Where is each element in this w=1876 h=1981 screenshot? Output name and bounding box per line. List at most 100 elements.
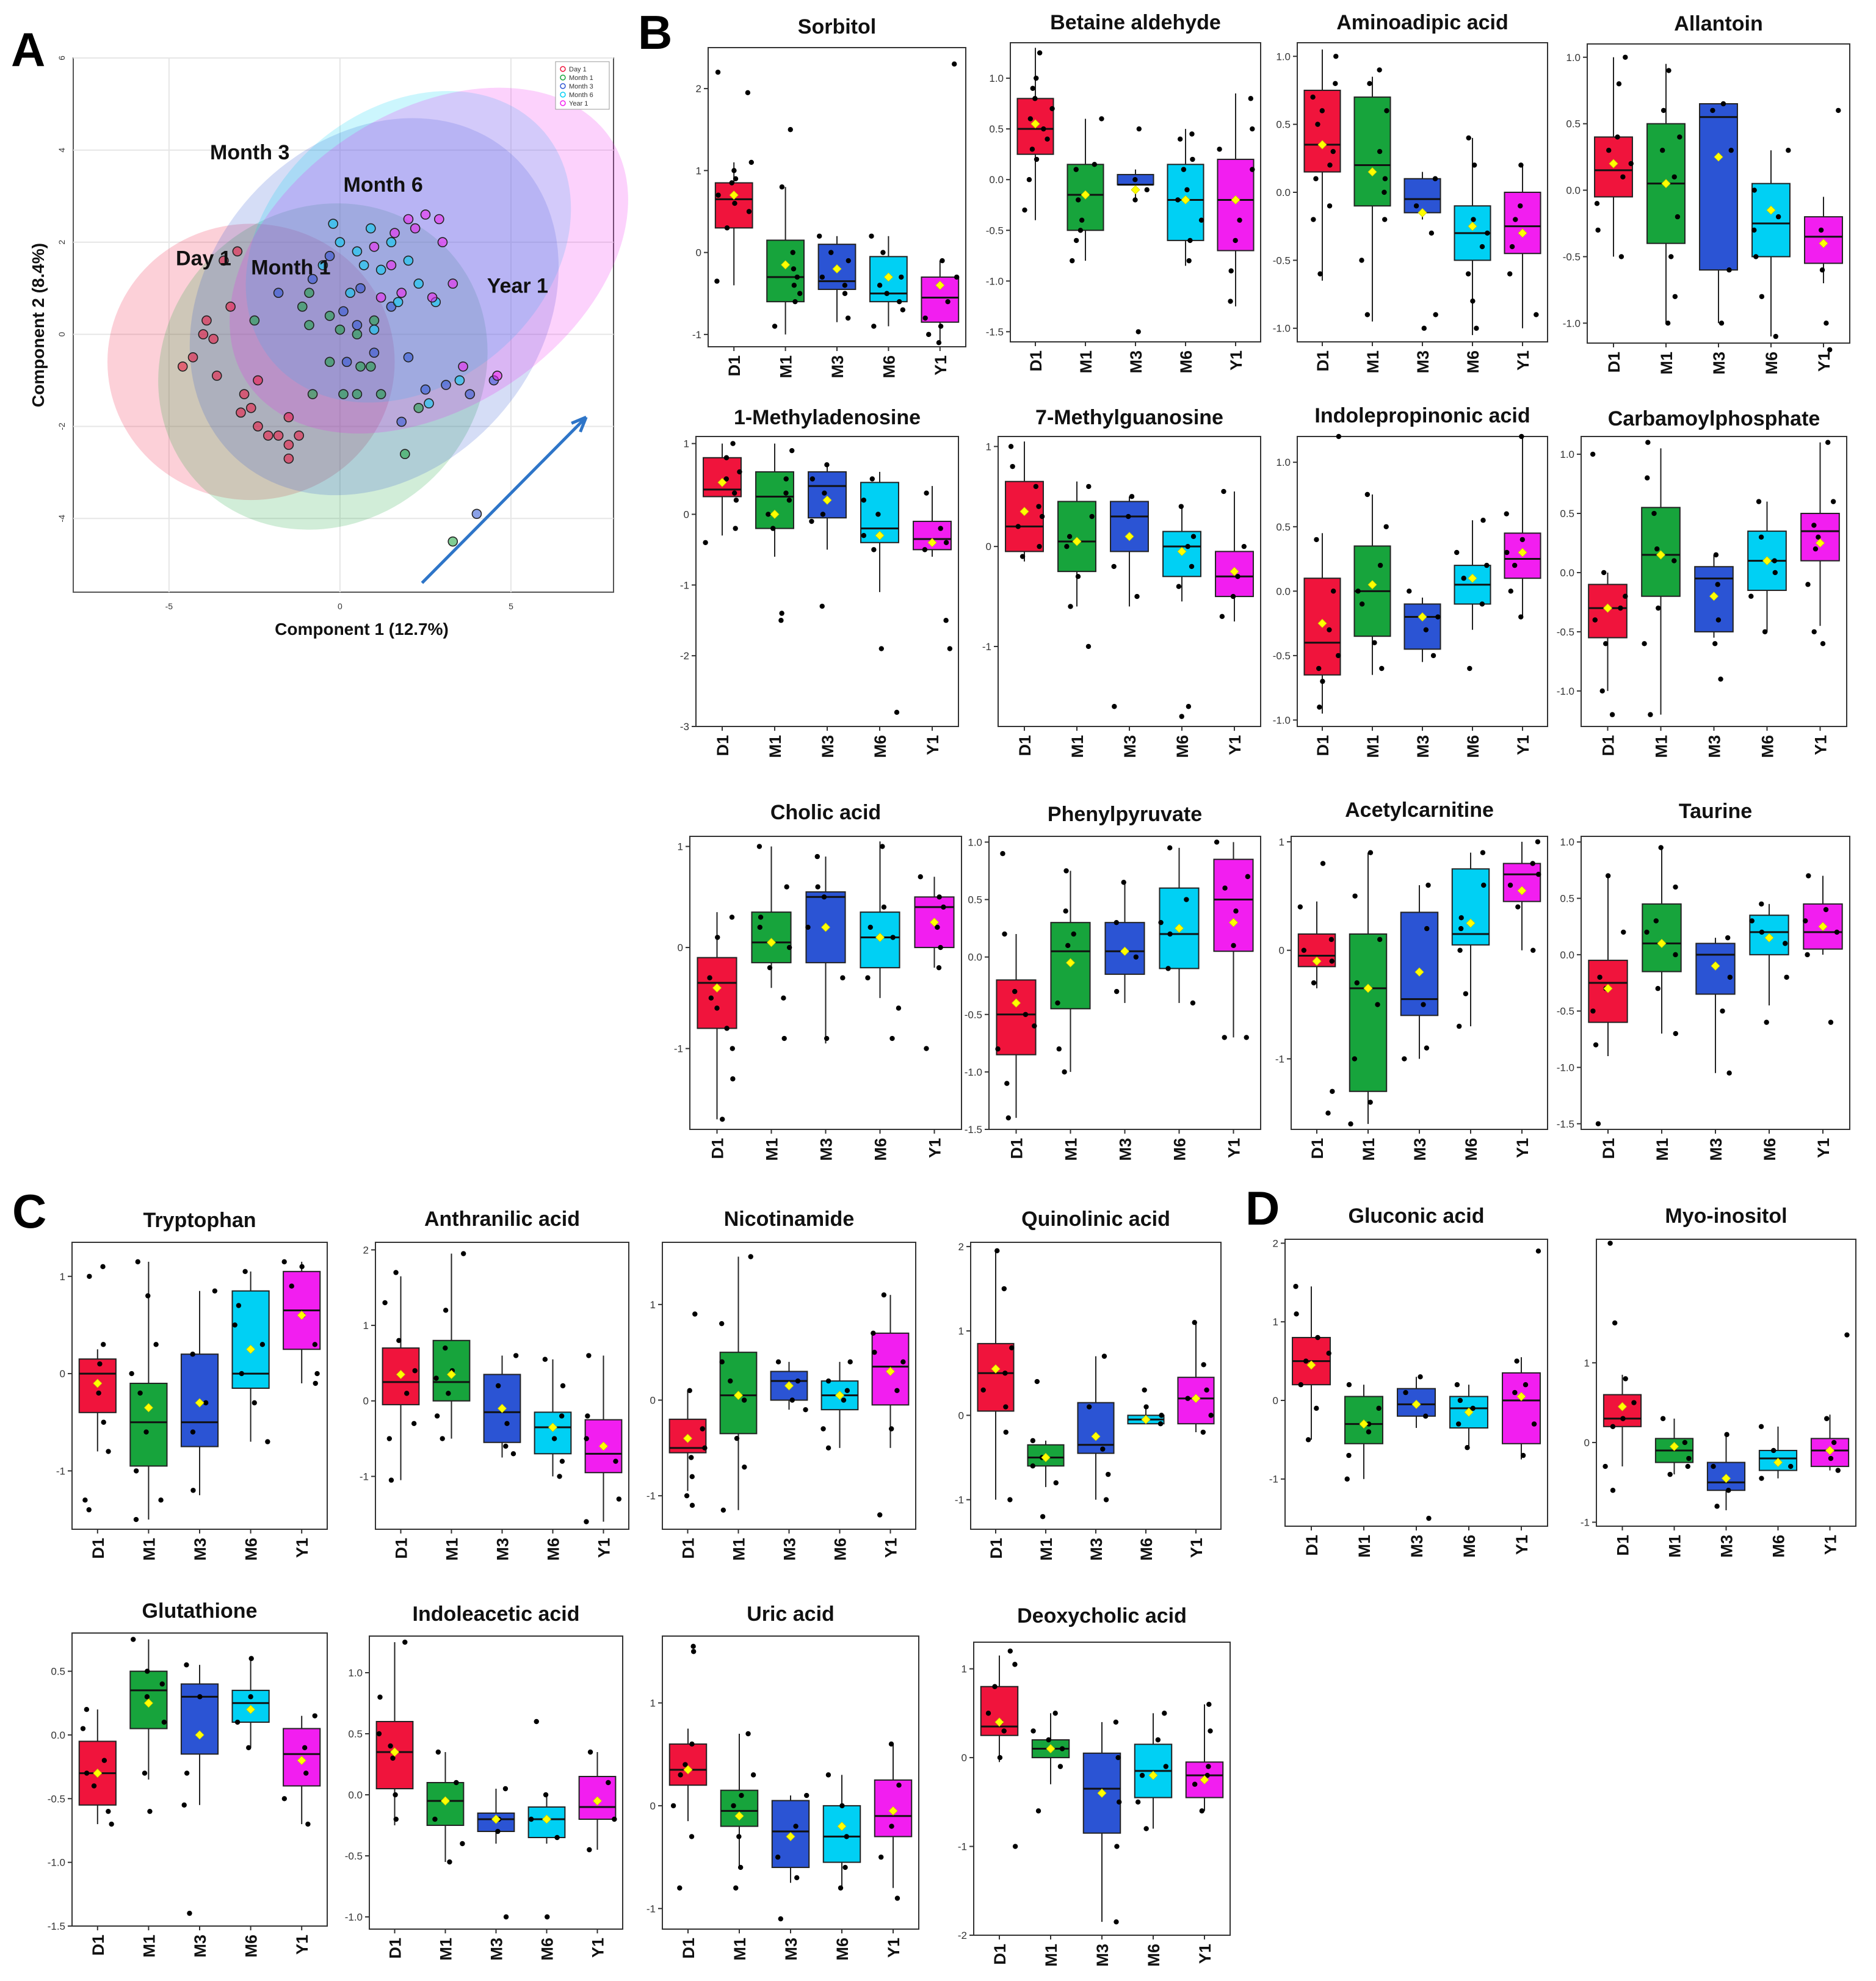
boxplot-point <box>248 1694 253 1700</box>
boxplot-mean-marker <box>820 922 831 932</box>
boxplot-point <box>1064 543 1070 549</box>
pca-point-m1 <box>355 361 366 372</box>
boxplot-mean-marker <box>835 1391 845 1400</box>
boxplot-box-m3 <box>1403 178 1441 214</box>
boxplot-mean-marker <box>93 1769 103 1778</box>
pca-legend-marker <box>560 92 566 98</box>
boxplot-x-tick-label: Y1 <box>1815 352 1833 372</box>
boxplot-point <box>938 944 943 951</box>
boxplot-point <box>1512 562 1518 568</box>
boxplot-point <box>312 1342 318 1347</box>
pca-point-m6 <box>375 264 386 275</box>
boxplot-point <box>733 526 738 531</box>
boxplot-point <box>1142 1387 1147 1393</box>
boxplot-mean-marker <box>1762 556 1772 566</box>
boxplot-point <box>1610 1424 1616 1430</box>
boxplot-point <box>135 1259 140 1265</box>
boxplot-point <box>432 1816 438 1822</box>
boxplot-x-tick-label: M1 <box>731 1938 749 1961</box>
boxplot-point <box>1455 1421 1461 1427</box>
boxplot-point <box>1616 81 1622 87</box>
boxplot-y-tick-label: -1.5 <box>1557 1118 1574 1130</box>
pca-point-y1 <box>437 237 448 248</box>
pca-point-m1 <box>375 389 386 399</box>
boxplot-mean-marker <box>1317 618 1327 628</box>
boxplot-title: Cholic acid <box>770 801 881 824</box>
boxplot-point <box>1648 712 1653 717</box>
pca-point-m6 <box>454 375 465 386</box>
boxplot-point <box>729 180 734 186</box>
boxplot-mean-marker <box>1041 1452 1051 1463</box>
boxplot-point <box>144 1694 150 1700</box>
boxplot-mean-marker <box>875 531 885 540</box>
boxplot-point <box>789 447 795 454</box>
boxplot-carbamoyl: Carbamoylphosphate -1.0 -0.5 0.0 0.5 1.0 D1 M1 M… <box>1557 407 1847 758</box>
boxplot-point <box>1189 131 1195 137</box>
pca-y-axis-label: Component 2 (8.4%) <box>29 243 48 407</box>
boxplot-point <box>1805 582 1811 587</box>
boxplot-indoleacetic: Indoleacetic acid -1.0 -0.5 0.0 0.5 1.0 D1 M1 M3… <box>345 1603 623 1961</box>
boxplot-point <box>1712 641 1718 646</box>
boxplot-mean-marker <box>1081 190 1090 200</box>
pca-y-tick-label: 4 <box>57 148 67 153</box>
boxplot-point <box>1653 918 1659 924</box>
boxplot-point <box>766 512 771 517</box>
boxplot-point <box>690 1649 697 1654</box>
boxplot-mean-marker <box>832 264 842 274</box>
boxplot-point <box>1686 1455 1692 1461</box>
boxplot-point <box>313 1380 318 1386</box>
boxplot-y-tick-label: -0.5 <box>1557 1005 1574 1017</box>
boxplot-point <box>616 1496 622 1502</box>
pca-plot-frame <box>73 57 614 593</box>
boxplot-x-tick-label: Y1 <box>1187 1538 1206 1558</box>
boxplot-point <box>302 1745 308 1751</box>
boxplot-y-tick-label: 0.0 <box>1276 187 1291 198</box>
boxplot-point <box>1315 121 1320 127</box>
boxplot-point <box>1333 81 1338 87</box>
boxplot-point <box>1294 1311 1299 1317</box>
boxplot-point <box>894 1388 900 1394</box>
pca-point-m1 <box>304 288 314 298</box>
boxplot-point <box>1348 1121 1353 1127</box>
boxplot-point <box>1753 254 1759 259</box>
boxplot-point <box>1673 884 1678 890</box>
boxplot-mean-marker <box>1231 195 1240 205</box>
boxplot-point <box>745 90 751 96</box>
boxplot-y-tick-label: 0.5 <box>989 123 1004 135</box>
boxplot-point <box>1718 676 1723 682</box>
boxplot-point <box>1158 919 1164 925</box>
boxplot-point <box>1384 108 1389 114</box>
boxplot-point <box>1354 980 1360 986</box>
boxplot-point <box>804 1792 809 1798</box>
boxplot-point <box>828 250 834 255</box>
boxplot-y-tick-label: -0.5 <box>48 1793 65 1805</box>
panel-letter-c: C <box>12 1184 47 1238</box>
boxplot-point <box>1456 1023 1462 1029</box>
boxplot-point <box>781 995 786 1001</box>
boxplot-point <box>861 498 867 503</box>
boxplot-point <box>100 1264 106 1270</box>
boxplot-point <box>133 1468 139 1474</box>
boxplot-point <box>888 1426 894 1432</box>
boxplot-point <box>1070 258 1075 264</box>
boxplot-title: Indoleacetic acid <box>413 1603 580 1626</box>
boxplot-x-tick-label: M6 <box>1762 352 1781 375</box>
boxplot-point <box>1382 189 1387 195</box>
boxplot-point <box>1121 880 1126 885</box>
boxplot-x-tick-label: D1 <box>1599 735 1618 756</box>
boxplot-point <box>560 1383 566 1389</box>
boxplot-y-tick-label: 1.0 <box>1276 51 1291 62</box>
boxplot-tryptophan: Tryptophan -1 0 1 D1 M1 M3 M6 Y1 <box>56 1209 328 1561</box>
boxplot-point <box>1813 546 1819 552</box>
boxplot-myoinositol: Myo-inositol -1 0 1 D1 M1 M3 M6 Y1 <box>1581 1204 1856 1558</box>
boxplot-point <box>460 1251 466 1256</box>
boxplot-point <box>1114 1919 1119 1925</box>
pca-point-m3 <box>403 352 414 363</box>
boxplot-mean-marker <box>297 1756 306 1766</box>
boxplot-point <box>1819 267 1825 273</box>
boxplot-point <box>1834 929 1840 935</box>
boxplot-y-tick-label: -0.5 <box>1557 626 1574 638</box>
pca-point-m1 <box>338 389 349 399</box>
boxplot-mean-marker <box>598 1441 609 1451</box>
boxplot-point <box>1167 845 1173 851</box>
